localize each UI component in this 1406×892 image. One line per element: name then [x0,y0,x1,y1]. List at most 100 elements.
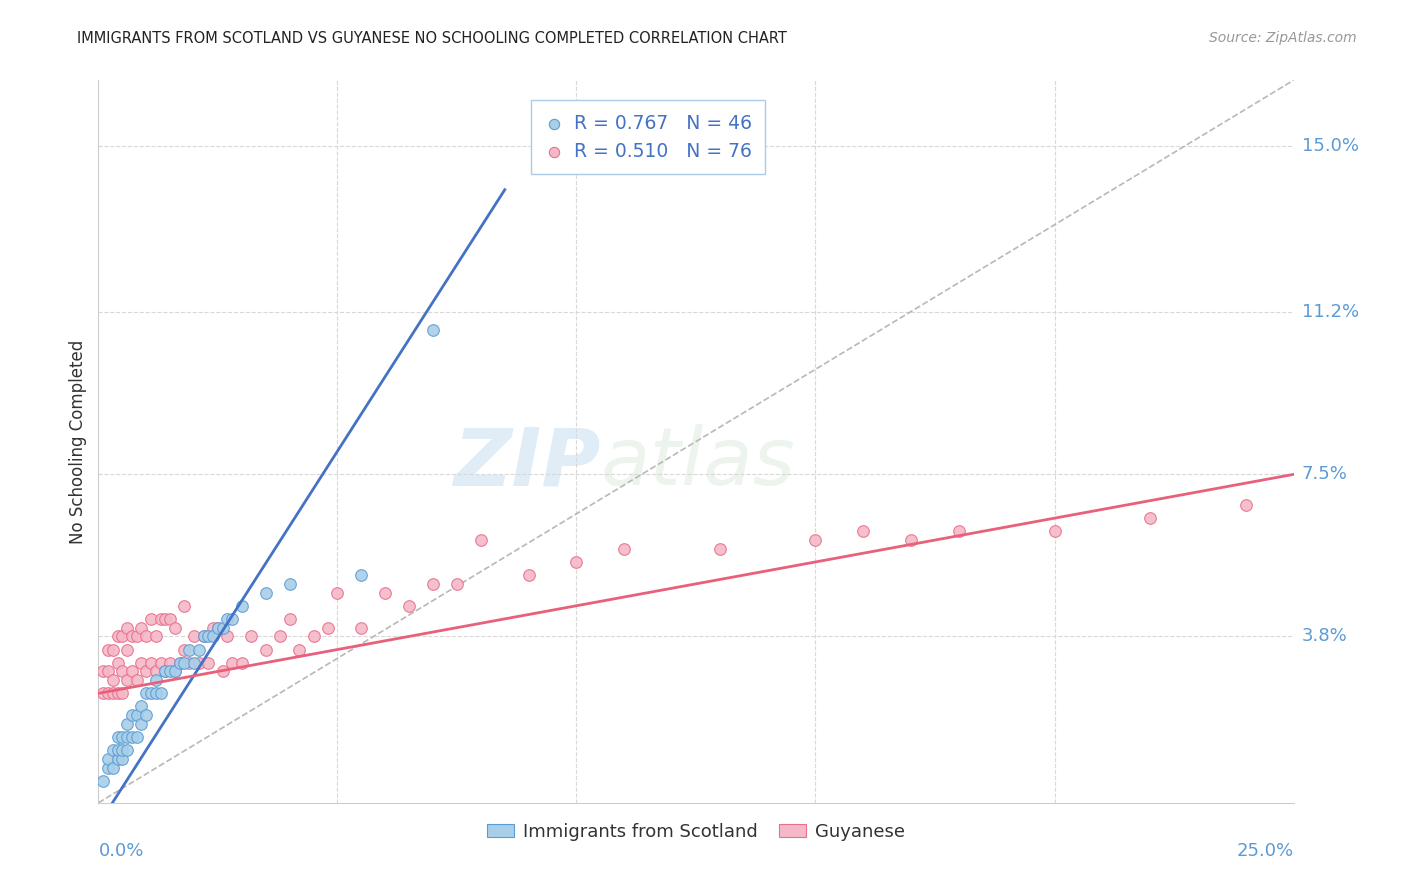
Point [149,612,172,626]
Point [91,665,114,679]
Point [326,585,349,599]
Point [97,665,120,679]
Point [187,642,209,657]
Point [91,773,114,788]
Point [149,686,172,700]
Point [107,686,129,700]
Point [217,629,239,643]
Point [302,629,325,643]
Point [197,629,219,643]
Point [139,656,162,670]
Point [111,743,134,757]
Text: IMMIGRANTS FROM SCOTLAND VS GUYANESE NO SCHOOLING COMPLETED CORRELATION CHART: IMMIGRANTS FROM SCOTLAND VS GUYANESE NO … [77,31,787,46]
Point [107,629,129,643]
Point [254,642,277,657]
Point [254,585,277,599]
Point [101,642,124,657]
Point [135,708,157,723]
Point [101,686,124,700]
Text: 11.2%: 11.2% [1302,303,1360,321]
Point [121,629,143,643]
Point [446,577,468,591]
Point [398,599,420,613]
Point [422,323,444,337]
Text: 0.0%: 0.0% [98,842,143,860]
Point [131,717,153,731]
Point [374,585,396,599]
Point [125,708,148,723]
Point [1234,498,1257,512]
Point [163,665,186,679]
Point [517,568,540,582]
Point [97,642,120,657]
Point [91,686,114,700]
Point [115,642,138,657]
Point [107,752,129,766]
Point [145,673,167,688]
Point [613,541,636,556]
Point [97,686,120,700]
Point [131,656,153,670]
Legend: Immigrants from Scotland, Guyanese: Immigrants from Scotland, Guyanese [479,815,912,848]
Point [278,612,301,626]
Point [173,642,195,657]
Point [159,665,181,679]
Point [179,656,201,670]
Point [111,665,134,679]
Point [97,761,120,775]
Text: Source: ZipAtlas.com: Source: ZipAtlas.com [1209,31,1357,45]
Point [221,612,243,626]
Point [179,642,201,657]
Point [111,629,134,643]
Point [115,743,138,757]
Point [193,629,215,643]
Point [900,533,922,547]
Point [1139,511,1161,525]
Point [207,621,229,635]
Point [97,752,120,766]
Point [316,621,339,635]
Point [135,629,157,643]
Point [107,730,129,744]
Point [115,717,138,731]
Y-axis label: No Schooling Completed: No Schooling Completed [69,340,87,543]
Point [207,621,229,635]
Point [269,629,291,643]
Point [211,621,233,635]
Point [145,665,167,679]
Point [211,665,233,679]
Point [217,612,239,626]
Point [135,686,157,700]
Point [163,665,186,679]
Point [169,656,191,670]
Point [163,621,186,635]
Point [350,568,373,582]
Point [169,656,191,670]
Point [115,621,138,635]
Point [111,730,134,744]
Point [948,524,970,539]
Point [470,533,492,547]
Point [709,541,731,556]
Point [278,577,301,591]
Point [101,673,124,688]
Text: 3.8%: 3.8% [1302,627,1347,646]
Point [115,730,138,744]
Point [131,699,153,714]
Point [111,752,134,766]
Point [155,665,177,679]
Point [202,629,225,643]
Point [101,761,124,775]
Text: 25.0%: 25.0% [1236,842,1294,860]
Point [135,665,157,679]
Point [231,656,253,670]
Text: 15.0%: 15.0% [1302,137,1358,155]
Point [1043,524,1066,539]
Point [155,612,177,626]
Point [804,533,827,547]
Point [231,599,253,613]
Point [187,656,209,670]
Point [107,656,129,670]
Point [149,656,172,670]
Text: 7.5%: 7.5% [1302,466,1348,483]
